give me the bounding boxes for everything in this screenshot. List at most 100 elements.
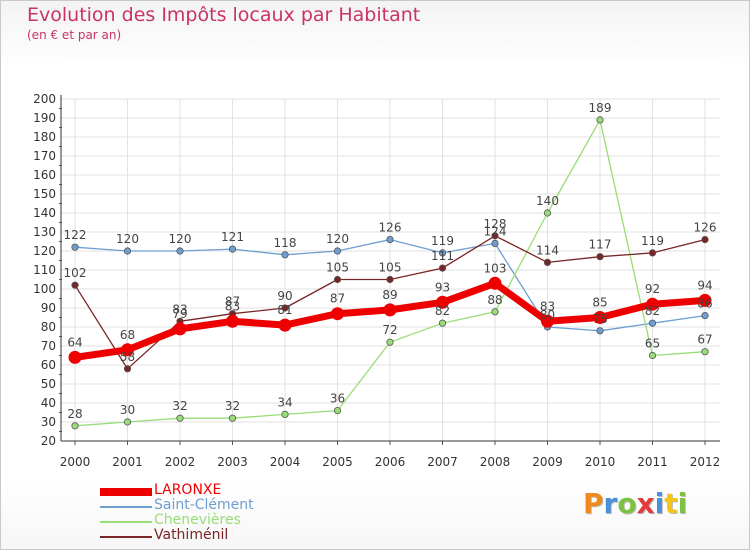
data-label-laronxe: 81: [277, 303, 292, 317]
data-point-laronxe: [593, 311, 607, 324]
data-label-saint-cl-ment: 80: [540, 308, 555, 322]
x-tick-label: 2008: [480, 455, 511, 469]
data-point-chenevi-res: [281, 410, 289, 418]
data-label-chenevi-res: 67: [697, 333, 712, 347]
data-label-laronxe: 79: [172, 307, 187, 321]
data-label-laronxe: 103: [484, 261, 507, 275]
data-label-vathim-nil: 126: [694, 221, 717, 235]
logo-letter: i: [677, 487, 688, 520]
logo-letter: x: [636, 487, 655, 520]
legend-swatch: [100, 536, 152, 538]
y-tick-label: 190: [33, 111, 56, 125]
legend-label: Saint-Clément: [154, 497, 254, 513]
data-point-laronxe: [698, 293, 712, 307]
data-point-saint-cl-ment: [386, 236, 394, 244]
data-point-vathim-nil: [648, 249, 657, 257]
data-point-laronxe: [173, 322, 187, 336]
data-label-laronxe: 83: [225, 299, 240, 313]
data-point-laronxe: [488, 276, 502, 290]
data-label-vathim-nil: 117: [589, 238, 612, 252]
data-point-saint-cl-ment: [333, 247, 342, 255]
data-point-laronxe: [121, 343, 134, 357]
data-point-chenevi-res: [176, 414, 184, 422]
data-point-chenevi-res: [71, 422, 79, 430]
data-label-chenevi-res: 189: [589, 101, 612, 115]
data-point-laronxe: [331, 307, 344, 321]
legend-swatch: [100, 521, 152, 523]
x-tick-label: 2000: [60, 455, 91, 469]
data-label-saint-cl-ment: 124: [484, 224, 507, 238]
data-label-saint-cl-ment: 122: [64, 228, 87, 242]
data-label-saint-cl-ment: 78: [592, 312, 607, 326]
data-label-vathim-nil: 114: [536, 243, 559, 257]
legend-label: Chenevières: [154, 512, 241, 528]
data-point-saint-cl-ment: [123, 247, 132, 255]
data-point-saint-cl-ment: [701, 311, 709, 320]
data-label-vathim-nil: 105: [326, 261, 349, 275]
data-point-chenevi-res: [228, 414, 237, 422]
data-label-laronxe: 89: [382, 288, 397, 302]
data-point-chenevi-res: [123, 418, 132, 426]
data-point-saint-cl-ment: [71, 243, 79, 251]
data-label-laronxe: 87: [330, 292, 345, 306]
logo-letter: t: [664, 487, 678, 520]
x-tick-label: 2003: [217, 455, 248, 469]
data-label-saint-cl-ment: 86: [697, 297, 712, 311]
y-tick-label: 60: [41, 358, 56, 372]
y-tick-label: 150: [33, 187, 56, 201]
data-point-vathim-nil: [123, 365, 132, 373]
data-point-chenevi-res: [648, 351, 657, 360]
chart-subtitle: (en € et par an): [27, 28, 122, 42]
data-label-saint-cl-ment: 82: [645, 304, 660, 318]
y-tick-label: 40: [41, 396, 56, 410]
y-tick-label: 200: [33, 92, 56, 106]
data-label-laronxe: 68: [120, 328, 135, 342]
legend-label: Vathiménil: [154, 527, 229, 543]
data-point-saint-cl-ment: [491, 239, 499, 247]
y-tick-label: 170: [33, 149, 56, 163]
data-point-vathim-nil: [438, 264, 447, 272]
tick-labels: 20 30 40 50 60 70 80 90 100 110 120 130 140 150 160 170…: [33, 92, 720, 469]
data-label-chenevi-res: 34: [277, 395, 292, 409]
logo-letter: r: [603, 487, 618, 520]
data-point-chenevi-res: [491, 308, 499, 316]
y-tick-label: 130: [33, 225, 56, 239]
x-tick-label: 2005: [322, 455, 353, 469]
legend-label: LARONXE: [154, 482, 222, 498]
series-group: [68, 116, 712, 430]
data-label-vathim-nil: 87: [225, 295, 240, 309]
data-label-laronxe: 83: [540, 299, 555, 313]
y-tick-label: 100: [33, 282, 56, 296]
x-tick-label: 2001: [112, 455, 143, 469]
data-point-chenevi-res: [701, 348, 709, 356]
data-label-chenevi-res: 72: [382, 323, 397, 337]
data-point-vathim-nil: [333, 275, 342, 284]
data-label-saint-cl-ment: 119: [431, 234, 454, 248]
y-tick-label: 80: [41, 320, 56, 334]
data-point-laronxe: [436, 295, 449, 309]
data-label-chenevi-res: 28: [67, 407, 82, 421]
data-point-laronxe: [226, 314, 239, 328]
x-tick-label: 2002: [165, 455, 196, 469]
data-label-chenevi-res: 32: [172, 399, 187, 413]
y-tick-label: 50: [41, 377, 56, 391]
data-label-saint-cl-ment: 118: [274, 236, 297, 250]
x-tick-label: 2012: [690, 455, 721, 469]
x-tick-label: 2006: [375, 455, 406, 469]
data-label-laronxe: 93: [435, 280, 450, 294]
y-tick-label: 140: [33, 206, 56, 220]
data-point-laronxe: [68, 350, 82, 364]
y-tick-label: 180: [33, 130, 56, 144]
data-point-saint-cl-ment: [648, 319, 657, 327]
data-point-chenevi-res: [596, 116, 604, 124]
legend-swatch: [100, 488, 152, 496]
data-label-saint-cl-ment: 121: [221, 230, 244, 244]
data-label-saint-cl-ment: 120: [326, 232, 349, 246]
data-label-vathim-nil: 105: [379, 261, 402, 275]
data-label-vathim-nil: 128: [484, 217, 507, 231]
chart-title: Evolution des Impôts locaux par Habitant: [27, 4, 421, 26]
data-label-laronxe: 94: [697, 278, 712, 292]
data-label-laronxe: 64: [67, 335, 82, 349]
data-label-saint-cl-ment: 120: [169, 232, 192, 246]
